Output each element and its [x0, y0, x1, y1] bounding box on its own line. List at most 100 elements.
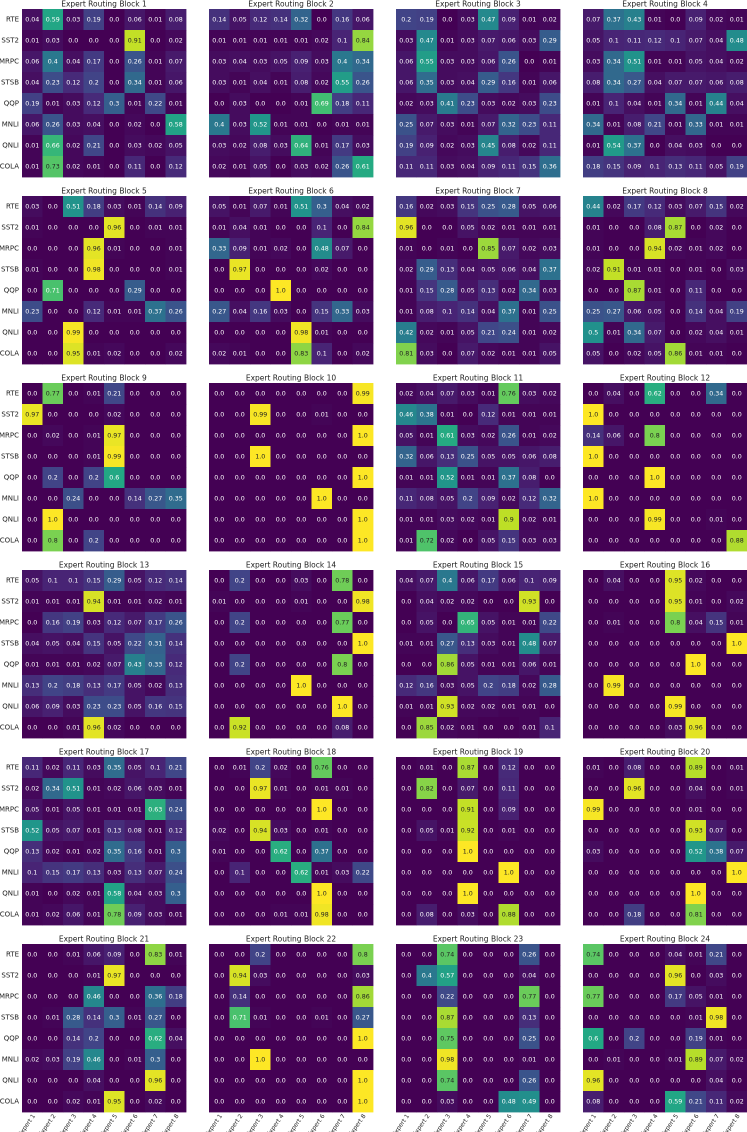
heatmap-cell	[685, 612, 707, 634]
cell-label: 0.02	[522, 246, 536, 253]
heatmap-cell	[665, 156, 686, 178]
cell-label: 0.0	[276, 267, 286, 274]
heatmap-cell	[104, 654, 125, 676]
heatmap-cell	[104, 196, 125, 218]
heatmap-cell	[332, 696, 353, 718]
cell-label: 0.01	[689, 1015, 703, 1022]
cell-label: 0.15	[502, 538, 516, 545]
cell-label: 0.0	[171, 391, 181, 398]
cell-label: 0.0	[235, 828, 245, 835]
heatmap-cell	[209, 156, 230, 178]
cell-label: 0.0	[609, 1078, 619, 1085]
heatmap-cell	[250, 9, 271, 31]
cell-label: 0.0	[650, 891, 660, 898]
cell-label: 0.0	[317, 725, 327, 732]
row-label: RTE	[6, 16, 19, 24]
cell-label: 0.0	[732, 1078, 742, 1085]
cell-label: 0.01	[25, 662, 39, 669]
heatmap-cell	[706, 717, 727, 739]
cell-label: 0.01	[481, 391, 495, 398]
heatmap-cell	[583, 238, 604, 260]
heatmap-cell	[270, 51, 292, 73]
heatmap-cell	[42, 196, 64, 218]
heatmap-cell	[42, 612, 64, 634]
row-label: MNLI	[2, 1056, 19, 1064]
heatmap-cell	[457, 217, 479, 239]
heatmap-cell	[624, 696, 645, 718]
heatmap-cell	[583, 696, 604, 718]
heatmap-cell	[250, 986, 271, 1008]
heatmap-cell	[457, 280, 479, 302]
cell-label: 0.16	[46, 620, 60, 627]
heatmap-cell	[104, 717, 125, 739]
heatmap-cell	[229, 883, 251, 905]
cell-label: 0.48	[502, 1099, 516, 1106]
heatmap-cell	[685, 301, 707, 323]
heatmap-cell	[63, 404, 84, 426]
cell-label: 0.0	[545, 786, 555, 793]
cell-label: 0.07	[586, 17, 600, 24]
heatmap-cell	[685, 1070, 707, 1092]
cell-label: 0.81	[689, 912, 703, 919]
heatmap-cell	[22, 986, 43, 1008]
heatmap-cell	[165, 9, 187, 31]
heatmap-cell	[603, 944, 625, 966]
cell-label: 0.21	[481, 330, 495, 337]
heatmap-cell	[726, 114, 747, 136]
cell-label: 0.4	[337, 59, 347, 66]
cell-label: 0.0	[214, 330, 224, 337]
cell-label: 0.02	[148, 599, 162, 606]
heatmap-cell	[624, 135, 645, 157]
chart-title: Expert Routing Block 3	[435, 0, 521, 9]
heatmap-cell	[104, 612, 125, 634]
cell-label: 0.03	[730, 267, 744, 274]
heatmap-cell	[726, 9, 747, 31]
cell-label: 0.01	[481, 662, 495, 669]
heatmap-cell	[22, 446, 43, 468]
cell-label: 0.01	[274, 122, 288, 129]
cell-label: 0.02	[107, 725, 121, 732]
heatmap-cell	[22, 862, 43, 884]
heatmap-cell	[603, 425, 625, 447]
cell-label: 0.0	[609, 599, 619, 606]
row-label: STSB	[1, 266, 19, 274]
heatmap-cell	[498, 509, 520, 531]
heatmap-cell	[519, 530, 540, 552]
cell-label: 0.01	[87, 391, 101, 398]
heatmap-cell	[706, 944, 727, 966]
heatmap-cell	[726, 883, 747, 905]
heatmap-cell	[165, 675, 187, 697]
cell-label: 0.01	[25, 38, 39, 45]
cell-label: 0.0	[255, 330, 265, 337]
heatmap-cell	[209, 570, 230, 592]
heatmap-cell	[685, 30, 707, 52]
cell-label: 0.01	[730, 17, 744, 24]
heatmap-cell	[291, 757, 312, 779]
heatmap-cell	[83, 965, 105, 987]
heatmap-cell	[457, 675, 479, 697]
cell-label: 0.01	[212, 38, 226, 45]
cell-label: 0.0	[463, 538, 473, 545]
cell-label: 0.01	[148, 80, 162, 87]
heatmap-cell	[291, 612, 312, 634]
cell-label: 0.0	[68, 538, 78, 545]
cell-label: 0.02	[315, 164, 329, 171]
cell-label: 0.86	[440, 662, 454, 669]
cell-label: 0.0	[255, 912, 265, 919]
heatmap-cell	[519, 820, 540, 842]
heatmap-cell	[250, 446, 271, 468]
heatmap-cell	[83, 944, 105, 966]
cell-label: 0.0	[670, 662, 680, 669]
heatmap-cell	[311, 820, 333, 842]
cell-label: 0.22	[440, 994, 454, 1001]
cell-label: 0.0	[214, 578, 224, 585]
heatmap-cell	[311, 343, 333, 365]
heatmap-cell	[42, 238, 64, 260]
cell-label: 0.06	[420, 454, 434, 461]
heatmap-cell	[42, 280, 64, 302]
cell-label: 0.17	[87, 59, 101, 66]
heatmap-cell	[665, 820, 686, 842]
cell-label: 0.04	[607, 391, 621, 398]
cell-label: 0.0	[214, 1015, 224, 1022]
cell-label: 0.0	[171, 475, 181, 482]
